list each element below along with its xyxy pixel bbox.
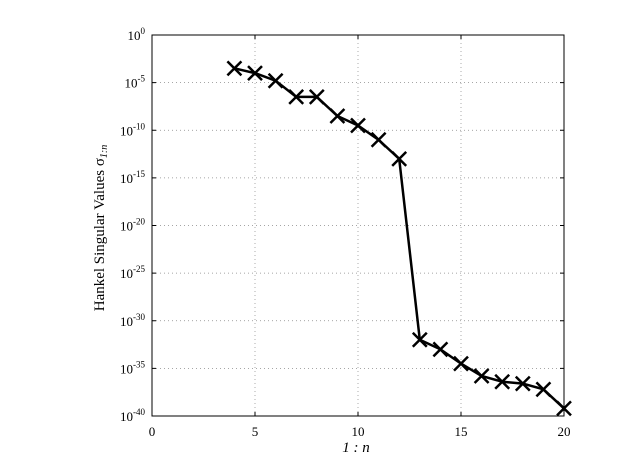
data-point-marker: [494, 373, 511, 390]
data-point-marker: [432, 341, 449, 358]
y-axis-label-text: Hankel Singular Values σ: [92, 158, 108, 311]
x-tick-label: 20: [558, 424, 571, 439]
data-point-marker: [391, 150, 408, 167]
data-point-marker: [473, 368, 490, 384]
y-tick-label: 10-5: [125, 74, 146, 91]
data-point-marker: [370, 131, 387, 148]
x-tick-label: 5: [252, 424, 259, 439]
y-tick-labels: 100 10-5 10-10 10-15 10-20 10-25 10-30 10-35 10-…: [120, 26, 146, 424]
data-point-marker: [535, 381, 552, 398]
y-tick-label: 10-35: [120, 359, 145, 376]
y-tick-label: 10-40: [120, 407, 145, 424]
data-point-marker: [514, 375, 531, 392]
data-point-marker: [350, 117, 366, 134]
y-tick-label: 100: [128, 26, 146, 43]
data-point-marker: [453, 355, 469, 372]
y-tick-label: 10-20: [120, 217, 145, 234]
data-point-marker: [411, 331, 428, 348]
y-tick-label: 10-10: [120, 121, 145, 138]
data-point-marker: [329, 108, 346, 124]
data-point-marker: [267, 72, 284, 89]
x-tick-label: 15: [455, 424, 468, 439]
y-tick-label: 10-15: [120, 169, 145, 186]
y-axis-label: Hankel Singular Values σ1:n: [92, 145, 110, 312]
x-tick-label: 10: [352, 424, 365, 439]
data-point-marker: [308, 89, 325, 105]
series-markers: [226, 60, 572, 417]
series-line: [234, 67, 565, 410]
plot-frame: [151, 34, 565, 417]
y-tick-label: 10-30: [120, 312, 145, 329]
y-tick-label: 10-25: [120, 264, 145, 281]
y-axis-label-subscript: 1:n: [99, 145, 110, 158]
axis-ticks: [151, 34, 565, 417]
data-point-marker: [288, 89, 305, 105]
grid-lines: [152, 35, 564, 416]
x-tick-labels: 0 5 10 15 20: [149, 424, 571, 439]
x-tick-label: 0: [149, 424, 156, 439]
data-point-marker: [226, 60, 243, 77]
x-axis-label: 1 : n: [342, 440, 370, 456]
data-point-marker: [556, 400, 572, 417]
data-point-marker: [247, 65, 263, 81]
